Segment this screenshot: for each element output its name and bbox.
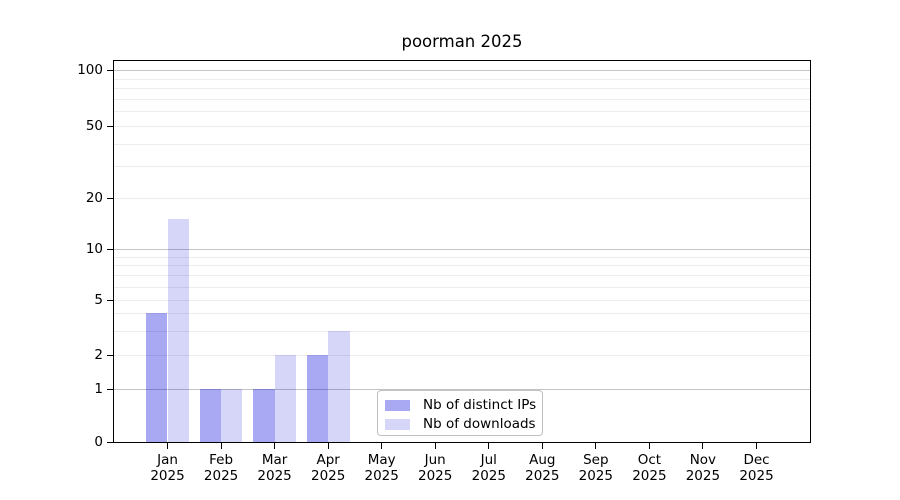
gridline-minor	[114, 355, 810, 356]
x-tick	[434, 443, 436, 449]
x-tick-label: Jun 2025	[418, 452, 453, 484]
x-tick-label: Feb 2025	[203, 452, 239, 484]
bar-distinct-ips	[199, 389, 222, 442]
gridline-minor	[114, 144, 810, 145]
legend-swatch-distinct-ips	[385, 400, 410, 411]
gridline-minor	[114, 275, 810, 276]
gridline-major	[114, 70, 810, 71]
x-tick	[702, 443, 704, 449]
x-tick-label: Jan 2025	[150, 452, 185, 484]
y-tick	[107, 69, 113, 71]
gridline-minor	[114, 331, 810, 332]
bar-distinct-ips	[306, 355, 329, 442]
legend-item: Nb of distinct IPs	[385, 396, 537, 415]
x-tick	[648, 443, 650, 449]
bar-distinct-ips	[253, 389, 275, 442]
gridline-minor	[114, 79, 810, 80]
x-tick-label: Oct 2025	[632, 452, 667, 484]
y-tick-label: 5	[94, 292, 103, 308]
gridline-minor	[114, 287, 810, 288]
x-tick	[220, 443, 222, 449]
y-tick-label: 20	[85, 190, 103, 206]
y-tick	[107, 197, 113, 199]
legend: Nb of distinct IPs Nb of downloads	[377, 390, 543, 436]
plot-area	[113, 60, 811, 443]
y-tick-label: 50	[85, 118, 103, 134]
chart-title: poorman 2025	[401, 32, 523, 51]
y-tick-label: 1	[94, 381, 103, 397]
gridline-minor	[114, 111, 810, 112]
gridline-minor	[114, 126, 810, 127]
x-tick-label: Aug 2025	[525, 452, 560, 484]
gridline-minor	[114, 257, 810, 258]
y-tick	[107, 299, 113, 301]
y-tick	[107, 388, 113, 390]
y-tick	[107, 248, 113, 250]
x-tick	[381, 443, 383, 449]
gridline-minor	[114, 99, 810, 100]
x-tick-label: Apr 2025	[311, 452, 346, 484]
x-tick	[167, 443, 168, 449]
gridline-minor	[114, 166, 810, 167]
bar-downloads	[274, 355, 296, 442]
x-tick-label: Dec 2025	[739, 452, 774, 484]
y-tick-label: 10	[85, 241, 103, 257]
bar-downloads	[167, 219, 189, 442]
gridline-minor	[114, 265, 810, 266]
gridline-major	[114, 249, 810, 250]
gridline-minor	[114, 198, 810, 199]
bar-downloads	[221, 389, 243, 442]
x-tick-label: Jul 2025	[471, 452, 506, 484]
y-tick-label: 100	[77, 62, 103, 78]
gridline-major	[114, 389, 810, 390]
x-tick	[274, 443, 276, 449]
x-tick	[541, 443, 543, 449]
legend-swatch-downloads	[385, 419, 410, 430]
y-tick-label: 0	[94, 434, 103, 450]
gridline-minor	[114, 88, 810, 89]
y-tick	[107, 125, 113, 127]
legend-label-downloads: Nb of downloads	[423, 416, 536, 432]
bar-downloads	[328, 330, 350, 442]
x-tick-label: Mar 2025	[257, 452, 292, 484]
x-tick-label: Nov 2025	[685, 452, 721, 484]
gridline-minor	[114, 300, 810, 301]
x-tick	[595, 443, 597, 449]
x-tick	[488, 443, 490, 449]
y-tick	[107, 441, 113, 443]
x-tick-label: May 2025	[364, 452, 399, 484]
y-tick-label: 2	[94, 347, 103, 363]
gridline-minor	[114, 313, 810, 314]
legend-item: Nb of downloads	[385, 415, 536, 434]
y-tick	[107, 354, 113, 356]
x-tick	[756, 443, 757, 449]
bar-distinct-ips	[146, 313, 168, 442]
x-tick-label: Sep 2025	[578, 452, 613, 484]
x-tick	[327, 443, 329, 449]
legend-label-distinct-ips: Nb of distinct IPs	[423, 397, 537, 413]
